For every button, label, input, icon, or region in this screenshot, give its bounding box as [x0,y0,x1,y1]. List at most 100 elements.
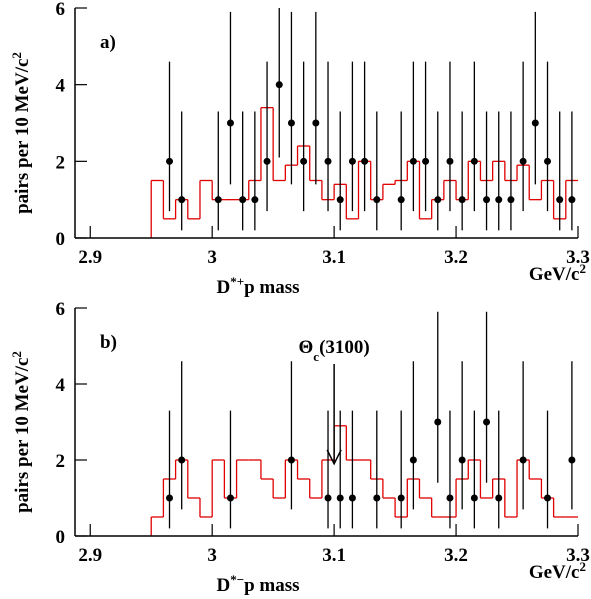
data-point [568,196,576,204]
data-points [166,311,576,529]
data-point [214,196,222,204]
data-point [495,196,503,204]
y-axis-label-part: 2 [9,52,24,59]
data-points [166,8,576,231]
x-axis-label-part: p mass [244,575,299,596]
data-point [178,456,186,464]
data-point [507,196,515,204]
data-point [336,196,344,204]
x-tick-label: 3.1 [322,545,346,566]
y-tick-label: 6 [56,0,66,20]
y-axis-label: pairs per 10 MeV/c2 [9,351,34,513]
y-tick-label: 2 [56,451,66,472]
x-tick-label: 3.3 [566,247,590,268]
data-point [312,119,320,127]
x-tick-label: 2.9 [78,545,102,566]
data-point [470,157,478,165]
x-tick-label: 3.2 [444,545,468,566]
data-point [409,157,417,165]
y-axis-label-part: 2 [9,351,24,358]
x-tick-label: 3 [207,545,217,566]
y-tick-label: 4 [56,375,66,396]
data-point [434,196,442,204]
data-point [483,418,491,426]
data-point [556,196,564,204]
y-tick-label: 4 [56,76,66,97]
data-point [373,494,381,502]
data-point [178,196,186,204]
data-point [348,157,356,165]
annotation-part: c [313,349,319,364]
data-point [397,196,405,204]
data-point [422,157,430,165]
y-tick-label: 2 [56,152,66,173]
data-point [409,456,417,464]
x-axis-label-part: *+ [230,274,244,289]
x-axis-unit-part: 2 [580,261,587,276]
data-point [263,157,271,165]
x-tick-label: 3.2 [444,247,468,268]
data-point [251,196,259,204]
x-axis-label: D*+p mass [216,274,299,299]
data-point [446,157,454,165]
x-tick-label: 3.1 [322,247,346,268]
y-axis-label-part: pairs per 10 MeV/c [12,59,33,214]
x-axis-label-part: p mass [244,277,299,298]
data-point [531,119,539,127]
x-axis-unit: GeV/c2 [529,559,586,584]
panel-label: a) [100,32,116,53]
data-point [275,81,283,89]
x-axis-label: D*−p mass [216,572,299,597]
x-tick-label: 2.9 [78,247,102,268]
histogram [150,107,578,238]
data-point [373,196,381,204]
y-tick-label: 6 [56,299,66,320]
data-point [226,494,234,502]
histogram [150,425,578,536]
data-point [226,119,234,127]
x-tick-label: 3.3 [566,545,590,566]
data-point [458,196,466,204]
data-point [287,119,295,127]
x-axis-label-part: *− [230,572,244,587]
x-axis-unit-part: GeV/c [529,264,580,285]
panel [74,307,579,537]
data-point [361,157,369,165]
data-point [336,494,344,502]
data-point [483,196,491,204]
x-axis-label-part: D [216,277,230,298]
data-point [495,494,503,502]
data-point [166,157,174,165]
data-point [544,494,552,502]
data-point [434,418,442,426]
annotation-arrowhead [326,449,342,466]
annotation: Θc(3100) [299,337,370,364]
data-point [519,157,527,165]
y-tick-label: 0 [56,527,66,548]
data-point [519,456,527,464]
data-point [166,494,174,502]
x-axis-unit-part: 2 [580,559,587,574]
data-point [239,196,247,204]
data-point [348,494,356,502]
y-tick-label: 0 [56,229,66,250]
x-axis-label-part: D [216,575,230,596]
data-point [324,494,332,502]
data-point [324,157,332,165]
x-tick-label: 3 [207,247,217,268]
annotation-part: (3100) [319,337,370,358]
data-point [300,157,308,165]
panel [74,7,579,239]
panel-label: b) [100,332,117,353]
x-axis-unit-part: GeV/c [529,562,580,583]
y-axis-label-part: pairs per 10 MeV/c [12,358,33,513]
annotation-part: Θ [299,337,314,358]
data-point [568,456,576,464]
data-point [446,494,454,502]
data-point [287,456,295,464]
data-point [458,456,466,464]
data-point [544,157,552,165]
data-point [470,494,478,502]
x-axis-unit: GeV/c2 [529,261,586,286]
